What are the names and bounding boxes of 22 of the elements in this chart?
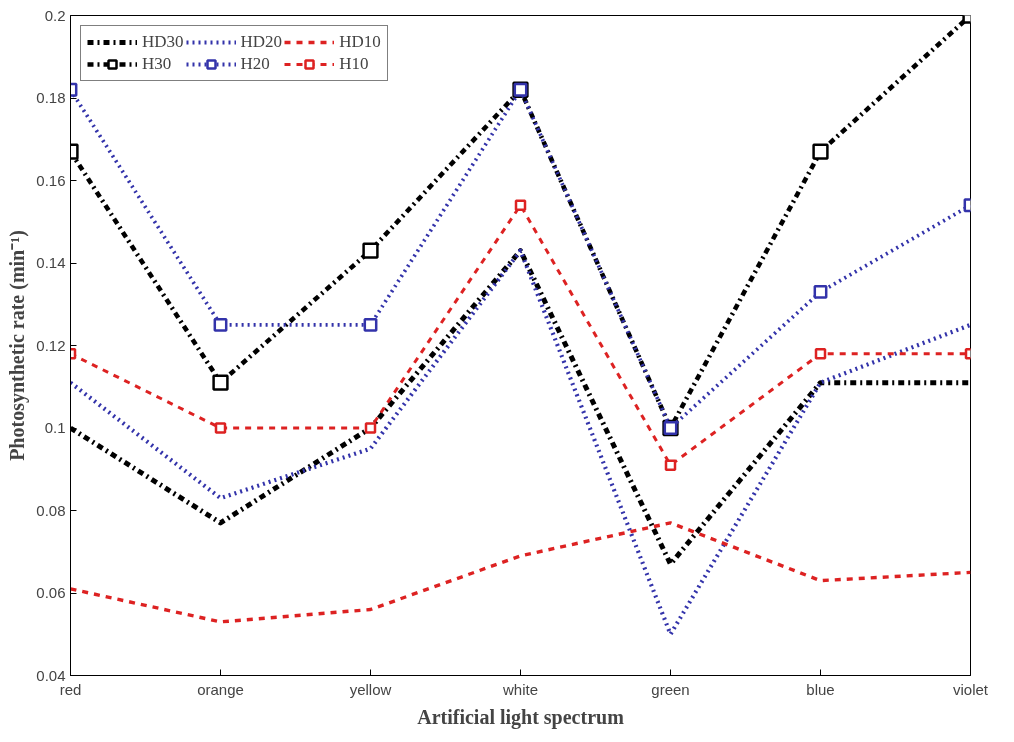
x-tick-label: orange	[197, 680, 244, 698]
x-tick-label: white	[501, 680, 539, 698]
legend-label: HD10	[339, 32, 381, 52]
y-tick-label: 0.08	[36, 501, 66, 519]
y-tick-label: 0.14	[36, 254, 66, 271]
legend-label: HD30	[142, 32, 184, 52]
x-tick-label: violet	[952, 680, 989, 698]
y-tick-label: 0.12	[36, 336, 66, 354]
y-tick-label: 0.16	[36, 171, 66, 189]
legend-label: H30	[142, 54, 172, 74]
legend-label: H20	[240, 54, 270, 74]
y-axis-title: Photosynthetic rate (min⁻¹)	[6, 230, 30, 461]
legend-label: H10	[339, 54, 369, 74]
legend-label: HD20	[240, 32, 283, 52]
y-tick-label: 0.1	[44, 419, 66, 436]
y-tick-label: 0.06	[36, 584, 66, 601]
x-tick-label: green	[651, 680, 690, 698]
x-tick-label: blue	[806, 680, 835, 698]
y-tick-label: 0.18	[36, 89, 66, 106]
x-axis-title: Artificial light spectrum	[417, 705, 625, 729]
y-tick-label: 0.2	[44, 6, 66, 24]
x-tick-label: yellow	[349, 680, 392, 698]
